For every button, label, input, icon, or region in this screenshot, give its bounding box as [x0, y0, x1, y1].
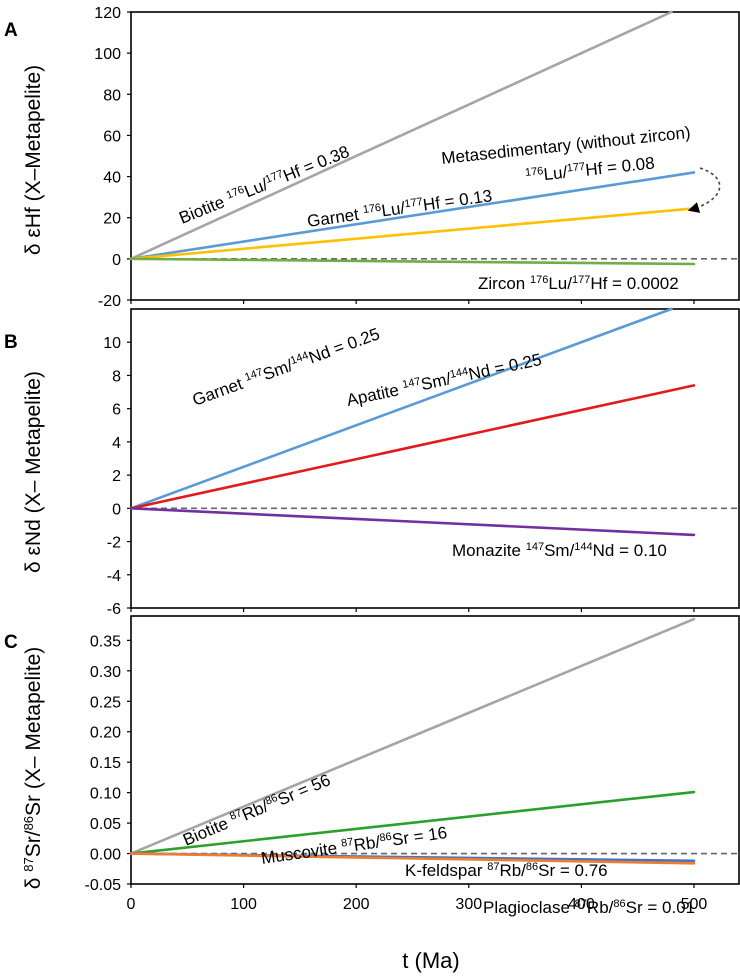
y-tick-label: 40 [103, 170, 121, 187]
panel-b-ylabel: δ εNd (X– Metapelite) [22, 371, 45, 573]
x-axis-title: t (Ma) [402, 948, 459, 973]
y-tick-label: 0.20 [90, 725, 121, 742]
panel-b-frame [130, 308, 740, 609]
series-line-garnet-hf [129, 207, 696, 261]
label-plagioclase-sr: Plagioclase 87Rb/86Sr = 0.01 [483, 898, 695, 917]
y-tick-label: 0 [112, 501, 121, 518]
panel-a-frame [130, 11, 740, 301]
panel-c-y-ticks: 0.35 0.30 0.25 0.20 0.15 0.10 0.05 0.00 -0.05 [85, 633, 131, 894]
x-tick-label: 300 [455, 896, 482, 913]
x-tick-label: 500 [681, 896, 708, 913]
y-tick-label: 60 [103, 128, 121, 145]
y-tick-label: -4 [107, 568, 121, 585]
label-biotite-sr: Biotite 87Rb/86Sr = 56 [180, 770, 333, 849]
y-tick-label: 0.10 [90, 786, 121, 803]
y-tick-label: 10 [103, 335, 121, 352]
series-line-garnet-nd [129, 307, 673, 510]
label-kfeldspar-sr: K-feldspar 87Rb/86Sr = 0.76 [405, 861, 608, 880]
panel-a-y-ticks: 120 100 80 60 40 20 0 -20 [94, 5, 131, 310]
x-tick-label: 400 [568, 896, 595, 913]
y-tick-label: -6 [107, 601, 121, 618]
panel-c-ylabel: δ 87Sr/86Sr (X– Metapelite) [21, 647, 46, 890]
y-tick-label: 0.35 [90, 633, 121, 650]
y-tick-label: -0.05 [85, 877, 122, 894]
y-tick-label: 100 [94, 46, 121, 63]
series-line-muscovite-sr [129, 790, 696, 855]
y-tick-label: 6 [112, 402, 121, 419]
series-line-biotite-hf [129, 10, 673, 261]
panel-b-letter: B [4, 332, 18, 353]
panel-c-frame [130, 615, 740, 885]
label-garnet-hf: Garnet 176Lu/177Hf = 0.13 [306, 186, 493, 231]
series-line-metasedimentary-hf [129, 171, 696, 261]
y-tick-label: 0.00 [90, 847, 121, 864]
series-line-biotite-sr [129, 617, 696, 855]
label-metasedimentary-ratio: 176Lu/177Hf = 0.08 [524, 154, 655, 186]
y-tick-label: 2 [112, 468, 121, 485]
label-apatite-nd: Apatite 147Sm/144Nd = 0.25 [345, 350, 543, 410]
y-tick-label: 80 [103, 87, 121, 104]
y-tick-label: -20 [98, 293, 121, 310]
y-tick-label: 0.05 [90, 816, 121, 833]
series-line-monazite-nd [129, 507, 696, 537]
series-line-apatite-nd [129, 384, 696, 510]
y-tick-label: 120 [94, 5, 121, 22]
y-tick-label: 0.15 [90, 755, 121, 772]
y-tick-label: 20 [103, 211, 121, 228]
y-tick-label: 0.25 [90, 694, 121, 711]
x-ticks: 0 100 200 300 400 500 [127, 300, 708, 913]
x-tick-label: 0 [127, 896, 136, 913]
y-tick-label: 0 [112, 252, 121, 269]
annotation-arrow [687, 167, 721, 213]
x-tick-label: 100 [230, 896, 257, 913]
label-zircon-hf: Zircon 176Lu/177Hf = 0.0002 [478, 274, 679, 293]
x-tick-label: 200 [343, 896, 370, 913]
y-tick-label: -2 [107, 535, 121, 552]
panel-a-ylabel: δ εHf (X–Metapelite) [22, 65, 45, 255]
y-tick-label: 4 [112, 435, 121, 452]
y-tick-label: 0.30 [90, 664, 121, 681]
panel-a-letter: A [4, 20, 18, 41]
panel-b-y-ticks: 10 8 6 4 2 0 -2 -4 -6 [103, 335, 131, 618]
series-line-plagioclase-sr [129, 852, 696, 865]
y-tick-label: 8 [112, 368, 121, 385]
label-monazite-nd: Monazite 147Sm/144Nd = 0.10 [452, 541, 667, 560]
series-line-zircon-hf [129, 257, 696, 266]
panel-c-letter: C [4, 632, 18, 653]
